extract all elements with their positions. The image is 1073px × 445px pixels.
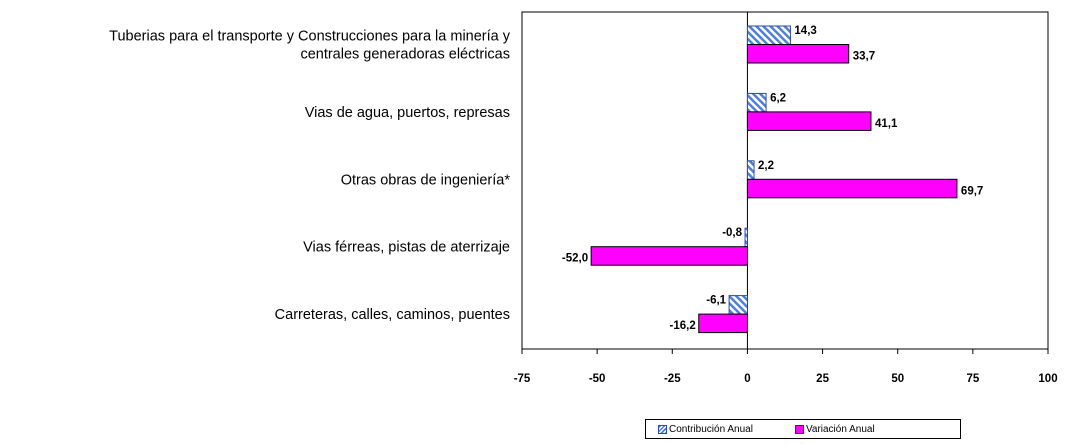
bar-variacion [746, 111, 872, 131]
bar-contribucion [746, 25, 791, 45]
x-tick-label: -25 [664, 373, 681, 385]
category-label: Tuberias para el transporte y Construcci… [109, 29, 511, 45]
category-label: centrales generadoras eléctricas [300, 47, 510, 63]
bar-variacion [698, 313, 748, 334]
bar-contribucion [746, 92, 767, 113]
bar-contribucion [744, 227, 748, 248]
legend: Contribución Anual Variación Anual [645, 419, 961, 439]
data-label-contribucion: 2,2 [758, 160, 774, 172]
category-label: Carreteras, calles, caminos, puentes [275, 307, 510, 323]
x-tick-label: 0 [744, 373, 750, 385]
x-tick-label: 50 [891, 373, 904, 385]
legend-swatch-variacion [794, 424, 804, 434]
legend-item-variacion: Variación Anual [794, 423, 875, 435]
bar-variacion [590, 246, 748, 266]
data-label-variacion: -16,2 [670, 320, 696, 332]
data-label-contribucion: -0,8 [722, 227, 742, 239]
category-label: Vias férreas, pistas de aterrizaje [303, 240, 510, 256]
data-label-contribucion: 6,2 [770, 92, 786, 104]
legend-label-contribucion: Contribución Anual [669, 423, 753, 435]
bar-contribucion [746, 160, 755, 180]
bar-variacion [746, 44, 850, 64]
bar-variacion [746, 178, 958, 199]
data-label-variacion: -52,0 [562, 253, 588, 265]
data-label-contribucion: 14,3 [794, 25, 816, 37]
legend-item-contribucion: Contribución Anual [658, 424, 753, 435]
x-tick-label: 100 [1038, 373, 1057, 385]
bar-chart: -75 -50 -25 0 25 50 75 100 Tuberias para el tran… [109, 11, 1058, 385]
bar-contribucion [728, 295, 748, 315]
x-tick-label: 25 [816, 373, 829, 385]
legend-label-variacion: Variación Anual [805, 423, 875, 435]
data-label-variacion: 41,1 [875, 118, 898, 130]
data-label-variacion: 69,7 [961, 185, 983, 197]
x-tick-label: -50 [589, 373, 606, 385]
x-tick-label: 75 [966, 373, 979, 385]
category-label: Otras obras de ingeniería* [341, 172, 511, 188]
x-tick-label: -75 [514, 373, 531, 385]
category-label: Vias de agua, puertos, represas [305, 105, 510, 121]
data-label-contribucion: -6,1 [706, 295, 726, 307]
legend-swatch-contribucion [658, 424, 667, 434]
data-label-variacion: 33,7 [853, 51, 875, 63]
